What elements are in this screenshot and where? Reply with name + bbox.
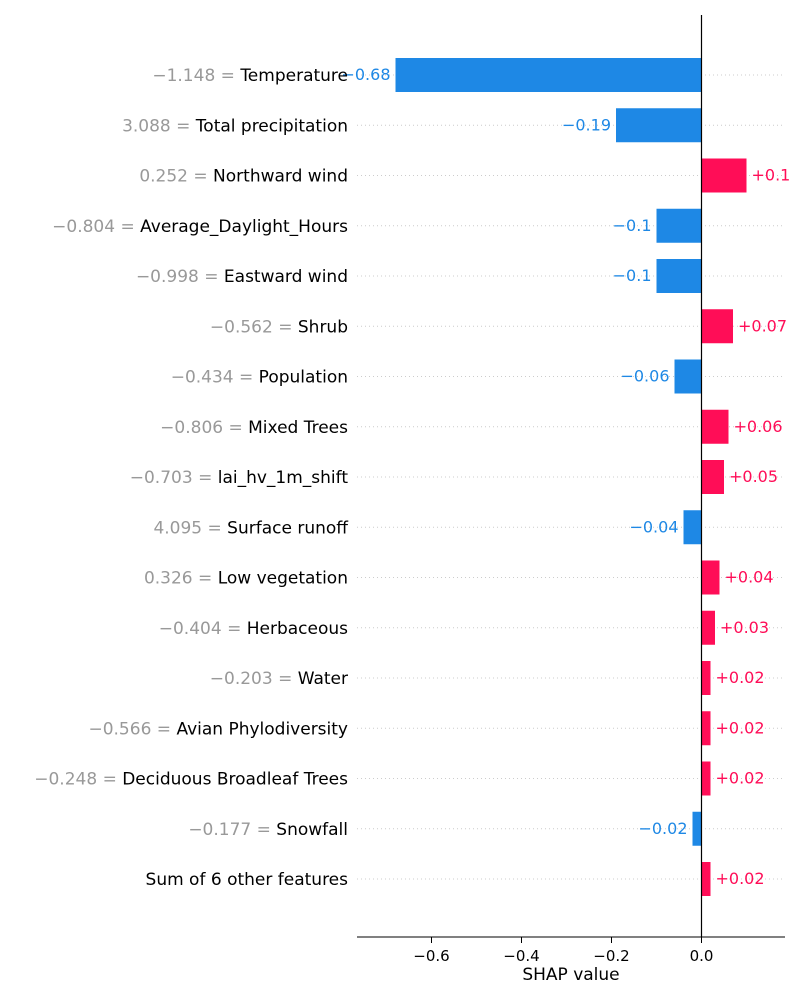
bar-positive — [701, 409, 729, 444]
feature-name: Sum of 6 other features — [146, 870, 349, 890]
bar-value-label: +0.04 — [725, 568, 774, 587]
bar-positive — [701, 158, 747, 193]
feature-name: Average_Daylight_Hours — [140, 217, 348, 237]
bar-negative — [395, 58, 702, 92]
bar-positive — [701, 711, 711, 746]
feature-labels: −1.148 = Temperature 3.088 = Total precip… — [34, 66, 349, 890]
feature-label: −0.404 = Herbaceous — [159, 619, 348, 639]
bar-value-label: −0.19 — [562, 115, 611, 134]
feature-value: 0.252 = — [139, 167, 213, 187]
bar-positive — [701, 610, 715, 645]
bar-value-label: −0.68 — [341, 65, 390, 84]
feature-value: −0.404 = — [159, 619, 247, 639]
feature-value: −0.434 = — [171, 368, 259, 388]
feature-value: −0.248 = — [34, 770, 122, 790]
feature-label: −0.177 = Snowfall — [188, 820, 348, 840]
feature-value: −0.562 = — [210, 317, 298, 337]
bar-value-label: −0.1 — [613, 216, 652, 235]
feature-name: Northward wind — [213, 167, 348, 187]
feature-label: 4.095 = Surface runoff — [153, 518, 349, 538]
bar-value-label: +0.02 — [716, 869, 765, 888]
x-tick-label: −0.6 — [413, 947, 449, 965]
bar-positive — [701, 862, 711, 896]
feature-name: Mixed Trees — [248, 418, 348, 438]
bar-value-label: +0.05 — [729, 467, 778, 486]
feature-label: 3.088 = Total precipitation — [122, 116, 348, 136]
bar-value-label: −0.04 — [629, 517, 678, 536]
feature-label: −0.806 = Mixed Trees — [160, 418, 348, 438]
bar-value-label: −0.1 — [613, 266, 652, 285]
feature-value: −0.806 = — [160, 418, 248, 438]
bar-value-label: −0.02 — [638, 819, 687, 838]
x-tick-label: −0.4 — [503, 947, 539, 965]
feature-label: −0.203 = Water — [210, 669, 348, 689]
feature-name: Population — [259, 368, 348, 388]
feature-value: 0.326 = — [144, 569, 218, 589]
feature-name: Low vegetation — [218, 569, 348, 589]
feature-name: Deciduous Broadleaf Trees — [122, 770, 348, 790]
feature-label: 0.252 = Northward wind — [139, 167, 348, 187]
bar-value-label: +0.07 — [738, 316, 787, 335]
feature-label: −0.998 = Eastward wind — [136, 267, 348, 287]
x-tick-label: −0.2 — [593, 947, 629, 965]
feature-value: −0.177 = — [188, 820, 276, 840]
bar-value-label: +0.02 — [716, 769, 765, 788]
bar-value-label: +0.02 — [716, 668, 765, 687]
feature-name: Total precipitation — [195, 116, 348, 136]
bar-labels: −0.68 −0.19 +0.1 −0.1 −0.1 +0.07 −0.06 +0.06 +0.… — [341, 65, 790, 888]
feature-label: −1.148 = Temperature — [152, 66, 348, 86]
x-axis-title: SHAP value — [522, 965, 619, 985]
bar-value-label: +0.02 — [716, 718, 765, 737]
feature-name: Temperature — [239, 66, 348, 86]
feature-value: −1.148 = — [152, 66, 240, 86]
bar-negative — [683, 510, 702, 545]
feature-name: Avian Phylodiversity — [176, 719, 348, 739]
feature-name: Surface runoff — [227, 518, 349, 538]
feature-value: 4.095 = — [153, 518, 227, 538]
feature-name: Snowfall — [276, 820, 348, 840]
bar-positive — [701, 661, 711, 695]
feature-name: lai_hv_1m_shift — [218, 468, 349, 488]
x-tick-label: 0.0 — [690, 947, 714, 965]
feature-name: Eastward wind — [224, 267, 348, 287]
feature-value: −0.998 = — [136, 267, 224, 287]
bars — [395, 58, 747, 896]
feature-name: Water — [298, 669, 348, 689]
feature-label: −0.434 = Population — [171, 368, 348, 388]
feature-value: −0.804 = — [52, 217, 140, 237]
bar-value-label: +0.1 — [752, 166, 791, 185]
feature-label: −0.562 = Shrub — [210, 317, 348, 337]
bar-negative — [692, 811, 702, 846]
bar-value-label: +0.06 — [734, 417, 783, 436]
feature-label: −0.703 = lai_hv_1m_shift — [130, 468, 349, 488]
bar-value-label: +0.03 — [720, 618, 769, 637]
feature-label: −0.804 = Average_Daylight_Hours — [52, 217, 348, 237]
feature-name: Herbaceous — [247, 619, 348, 639]
bar-positive — [701, 560, 720, 595]
bar-negative — [656, 259, 702, 293]
bar-positive — [701, 761, 711, 796]
feature-name: Shrub — [298, 317, 348, 337]
bar-negative — [616, 108, 702, 143]
feature-label: 0.326 = Low vegetation — [144, 569, 348, 589]
feature-label: −0.566 = Avian Phylodiversity — [88, 719, 348, 739]
feature-value: −0.203 = — [210, 669, 298, 689]
bar-positive — [701, 309, 733, 344]
feature-value: −0.703 = — [130, 468, 218, 488]
bar-negative — [656, 208, 702, 243]
bar-value-label: −0.06 — [620, 367, 669, 386]
bar-positive — [701, 460, 724, 494]
feature-label: −0.248 = Deciduous Broadleaf Trees — [34, 770, 348, 790]
x-axis: −0.6 −0.4 −0.2 0.0 — [357, 936, 785, 965]
bar-negative — [674, 359, 702, 394]
feature-value: 3.088 = — [122, 116, 196, 136]
feature-label: Sum of 6 other features — [146, 870, 349, 890]
feature-value: −0.566 = — [88, 719, 176, 739]
